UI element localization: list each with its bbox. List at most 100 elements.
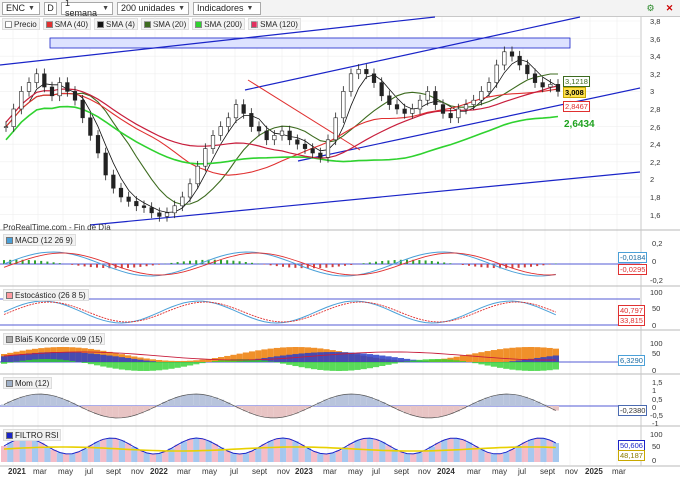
time-axis-label: jul bbox=[518, 467, 527, 476]
blai-green-bar bbox=[242, 359, 249, 362]
mom-area-bar bbox=[311, 405, 318, 406]
blai-green-bar bbox=[323, 362, 330, 371]
blai-orange-bar bbox=[546, 347, 553, 362]
mom-area-bar bbox=[32, 394, 39, 406]
mom-area-bar bbox=[106, 406, 113, 418]
rsi-area-bar bbox=[44, 446, 51, 462]
mom-area-bar bbox=[162, 401, 169, 406]
candle-body bbox=[164, 212, 170, 217]
macd-histogram-bar bbox=[102, 264, 105, 268]
ticker-select[interactable]: ENC ▼ bbox=[2, 1, 40, 15]
blai-green-bar bbox=[416, 359, 423, 362]
macd-histogram-bar bbox=[77, 264, 80, 266]
rsi-area-bar bbox=[211, 443, 218, 462]
rsi-panel-title[interactable]: FILTRO RSI bbox=[3, 429, 62, 441]
panel-swatch bbox=[6, 379, 13, 387]
units-select[interactable]: 200 unidades ▼ bbox=[117, 1, 189, 15]
candle-body bbox=[410, 108, 415, 114]
rsi-area-bar bbox=[205, 440, 212, 462]
candle-body bbox=[11, 108, 16, 127]
rsi-area-bar bbox=[1, 446, 8, 462]
mom-area-bar bbox=[503, 394, 510, 406]
chart-settings-icon[interactable]: ⚙ bbox=[646, 3, 655, 13]
rsi-area-bar bbox=[280, 438, 287, 462]
rsi-area-bar bbox=[472, 445, 479, 462]
candle-body bbox=[325, 139, 331, 158]
macd-histogram-bar bbox=[331, 264, 334, 268]
macd-histogram-bar bbox=[145, 264, 148, 267]
time-axis-label: 2025 bbox=[585, 467, 603, 476]
macd-histogram-bar bbox=[3, 260, 5, 264]
rsi-area-bar bbox=[478, 449, 485, 462]
blai-blue-bar bbox=[56, 352, 63, 362]
macd-histogram-bar bbox=[461, 264, 464, 265]
blai-green-bar bbox=[391, 362, 398, 364]
blai-green-bar bbox=[38, 359, 45, 362]
macd-histogram-bar bbox=[542, 264, 545, 266]
mom-area-bar bbox=[1, 404, 8, 406]
mom-area-bar bbox=[342, 394, 349, 406]
rsi-area-bar bbox=[484, 452, 491, 462]
blai-green-bar bbox=[106, 362, 113, 368]
mom-panel-title[interactable]: Mom (12) bbox=[3, 377, 53, 389]
close-icon[interactable]: ✕ bbox=[665, 3, 674, 13]
d-button[interactable]: D bbox=[44, 1, 57, 15]
macd-histogram-bar bbox=[319, 264, 322, 269]
blai-green-bar bbox=[348, 362, 355, 371]
candle-body bbox=[364, 69, 369, 75]
blai-green-bar bbox=[335, 362, 342, 371]
rsi-area-bar bbox=[224, 450, 231, 462]
blai-orange-bar bbox=[143, 358, 150, 362]
rsi-area-bar bbox=[385, 445, 392, 462]
mom-area-bar bbox=[7, 401, 14, 406]
mom-area-bar bbox=[50, 395, 57, 406]
macd-histogram-bar bbox=[486, 264, 489, 268]
mom-area-bar bbox=[137, 406, 144, 414]
time-axis-label: mar bbox=[33, 467, 47, 476]
blai-green-bar bbox=[521, 362, 528, 371]
mom-area-bar bbox=[205, 395, 212, 406]
macd-histogram-bar bbox=[176, 262, 179, 264]
mom-area-bar bbox=[478, 399, 485, 406]
mom-area-bar bbox=[193, 394, 200, 406]
blai-blue-bar bbox=[63, 352, 70, 362]
blai-orange-bar bbox=[273, 347, 280, 362]
mom-area-bar bbox=[528, 399, 535, 406]
rsi-area-bar bbox=[236, 453, 243, 462]
indicators-button[interactable]: Indicadores ▼ bbox=[193, 1, 261, 15]
candle-body bbox=[210, 135, 216, 149]
candle-body bbox=[433, 91, 438, 105]
candle-body bbox=[264, 130, 269, 141]
mom-area-bar bbox=[447, 406, 454, 414]
stoch-panel-title[interactable]: Estocástico (26 8 5) bbox=[3, 289, 89, 301]
candle-body bbox=[356, 69, 361, 75]
rsi-area-bar bbox=[63, 453, 70, 462]
blai-green-bar bbox=[379, 362, 386, 366]
blai-blue-bar bbox=[546, 356, 553, 362]
blai-orange-bar bbox=[249, 351, 256, 362]
blai-green-bar bbox=[329, 362, 336, 371]
price-axis-label: 3,4 bbox=[650, 52, 661, 62]
blai-green-bar bbox=[261, 360, 268, 362]
mom-axis-label: 1,5 bbox=[652, 378, 663, 387]
macd-histogram-bar bbox=[523, 264, 526, 268]
mom-area-bar bbox=[416, 406, 423, 418]
blai-orange-bar bbox=[534, 347, 541, 362]
candle-body bbox=[72, 91, 78, 101]
time-axis-label: jul bbox=[372, 467, 381, 476]
blai-blue-bar bbox=[298, 353, 305, 362]
rsi-area-bar bbox=[410, 453, 417, 462]
macd-panel-title[interactable]: MACD (12 26 9) bbox=[3, 234, 76, 246]
macd-histogram-bar bbox=[170, 262, 173, 264]
mom-area-bar bbox=[484, 397, 491, 406]
blai-panel-title[interactable]: Blai5 Koncorde v.09 (15) bbox=[3, 333, 106, 345]
blai-blue-bar bbox=[373, 354, 380, 362]
rsi-area-bar bbox=[304, 448, 311, 462]
rsi-area-bar bbox=[509, 449, 516, 462]
mom-area-bar bbox=[360, 395, 367, 406]
panel-title-label: Mom (12) bbox=[15, 378, 50, 388]
timeframe-select[interactable]: 1 semana ▼ bbox=[61, 0, 113, 18]
blai-blue-bar bbox=[131, 358, 138, 362]
blai-blue-bar bbox=[13, 354, 20, 362]
